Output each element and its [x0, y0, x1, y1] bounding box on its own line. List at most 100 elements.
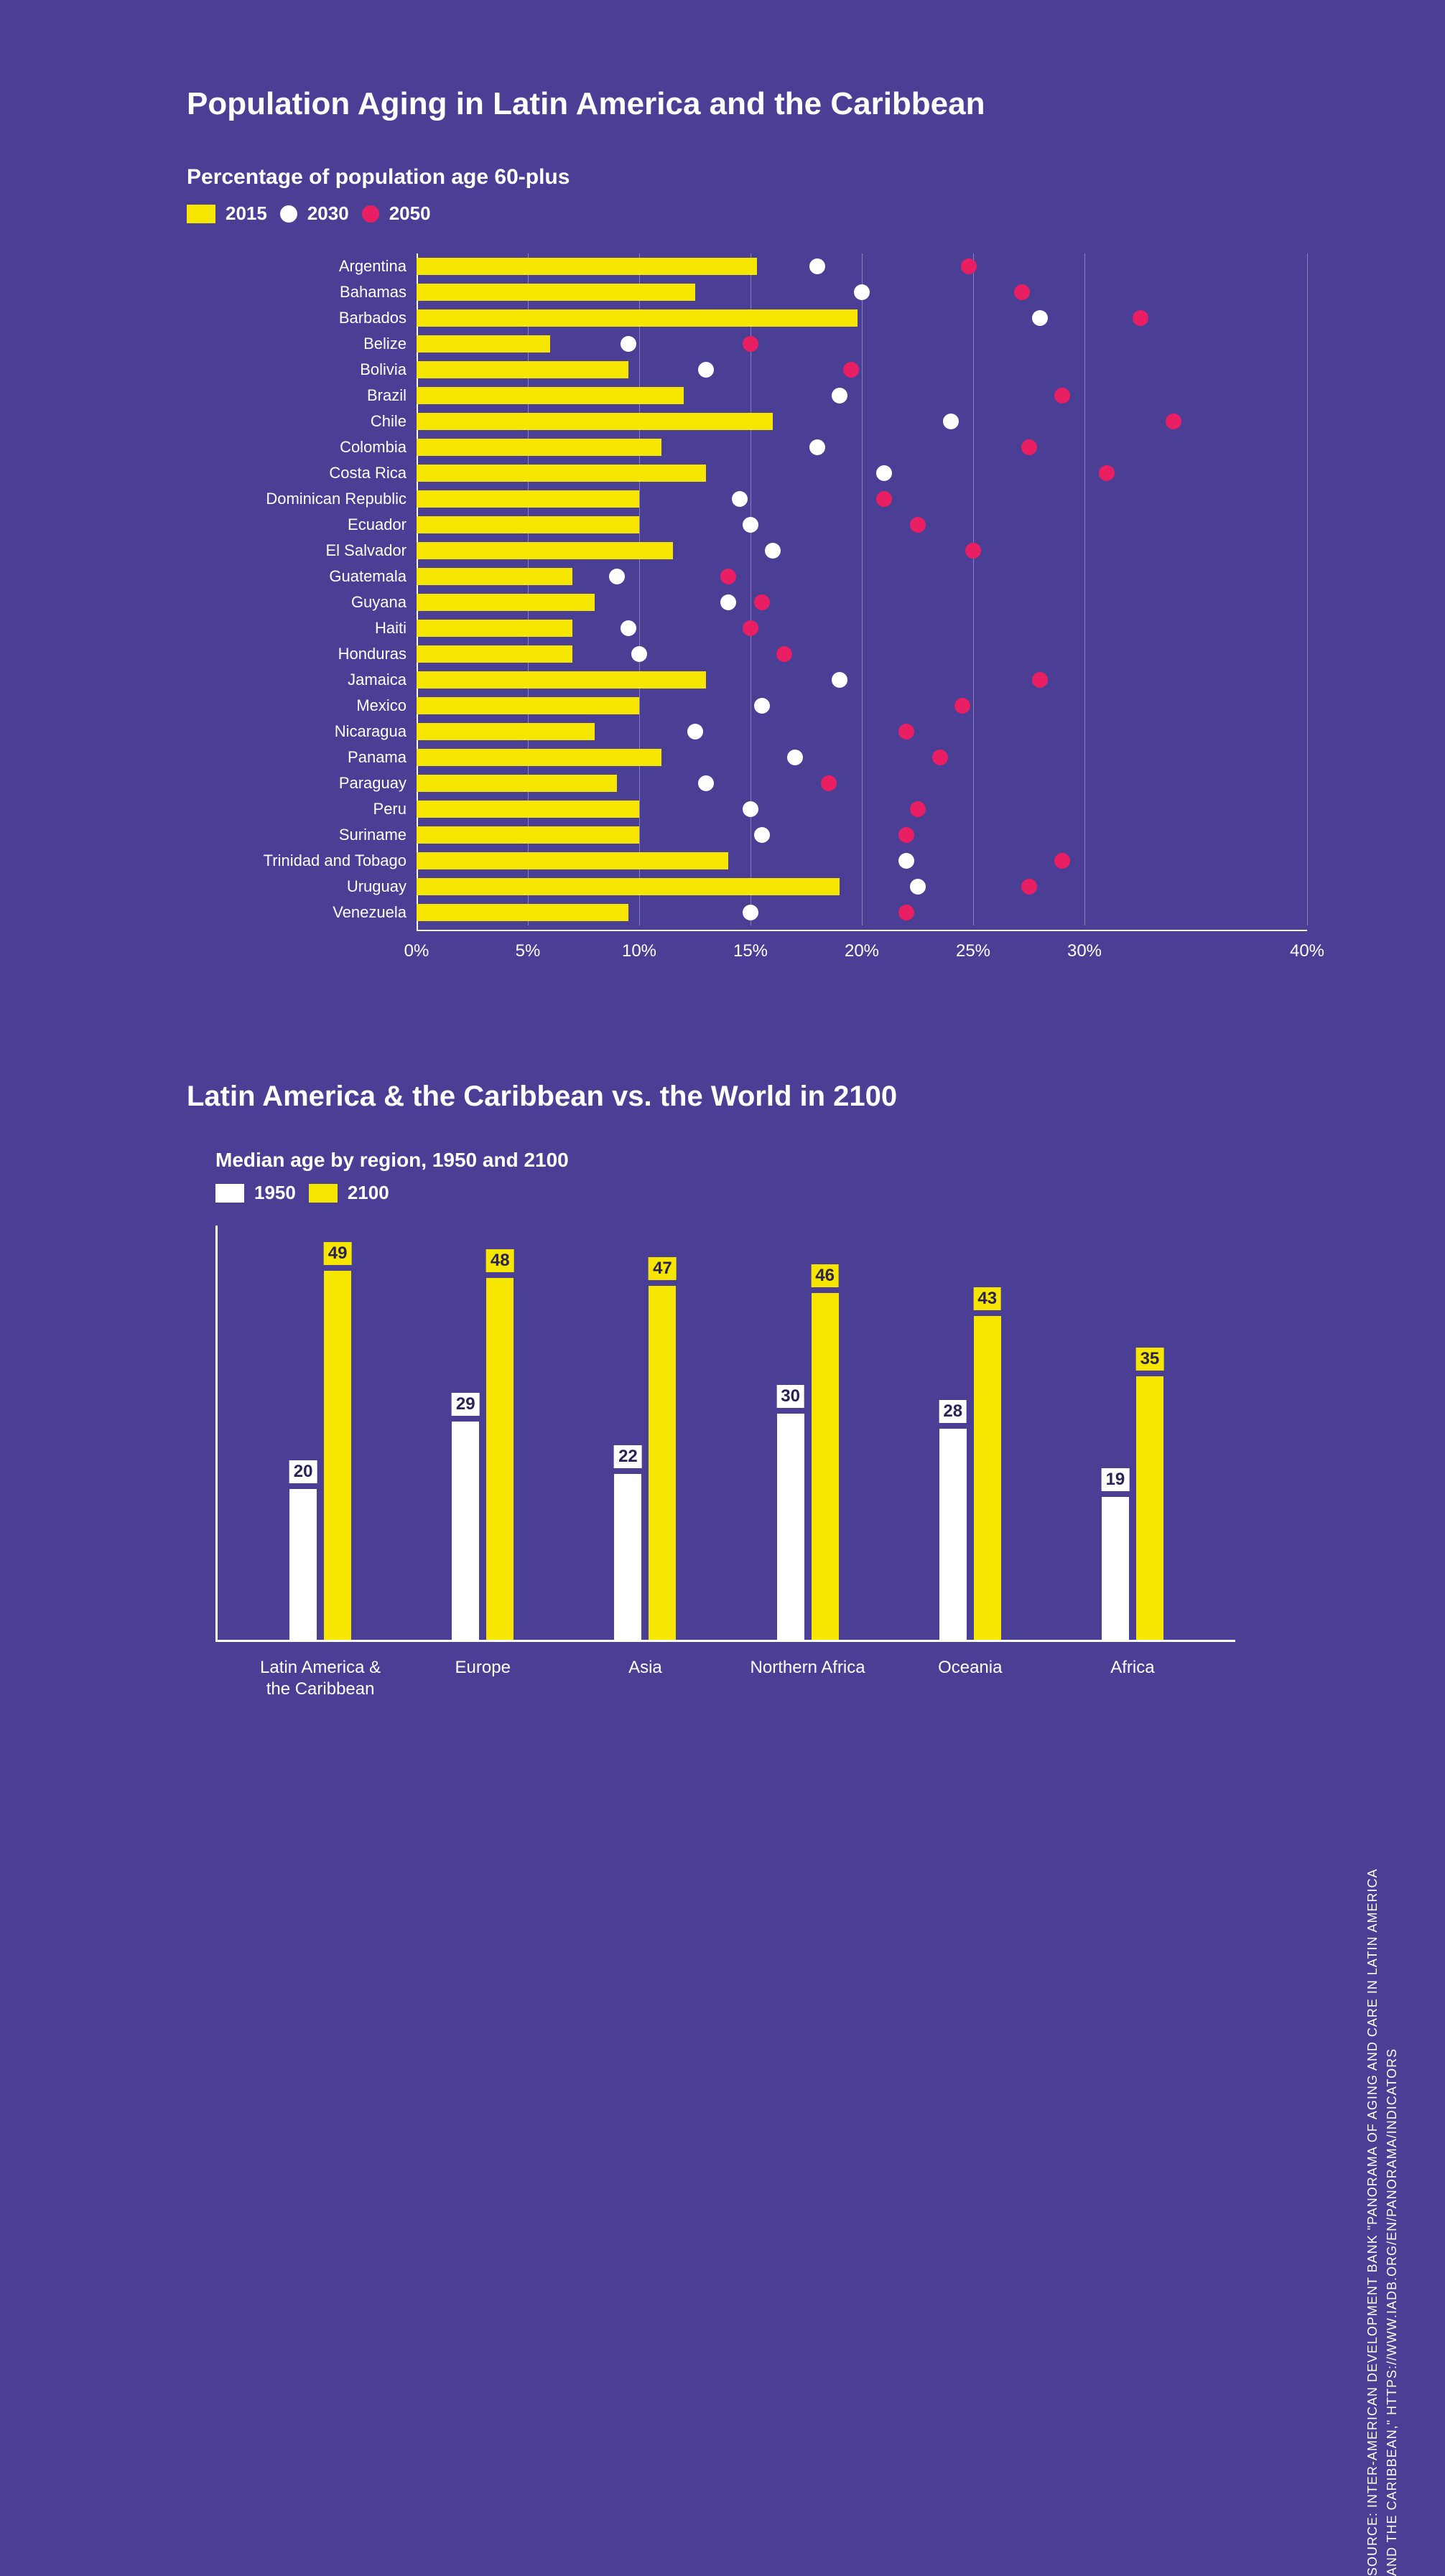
- chart2-legend: 19502100: [215, 1182, 1307, 1204]
- chart1-row: Honduras: [237, 641, 1307, 667]
- bar-2015: [417, 284, 695, 301]
- chart1-row: Bolivia: [237, 357, 1307, 383]
- chart2-group: 2843Oceania: [889, 1226, 1051, 1640]
- row-label: Nicaragua: [237, 722, 417, 741]
- row-plot: [417, 253, 1307, 279]
- bar-2015: [417, 826, 639, 844]
- row-label: Trinidad and Tobago: [237, 851, 417, 870]
- chart1-row: Barbados: [237, 305, 1307, 331]
- x-tick-label: 15%: [733, 941, 768, 961]
- dot-2030: [898, 853, 914, 869]
- row-label: Mexico: [237, 696, 417, 715]
- row-label: Paraguay: [237, 774, 417, 793]
- chart1-row: Bahamas: [237, 279, 1307, 305]
- bar-value-label: 22: [614, 1445, 642, 1468]
- row-plot: [417, 564, 1307, 589]
- legend-label: 2030: [307, 202, 349, 225]
- row-plot: [417, 331, 1307, 357]
- legend-item: 2030: [280, 202, 349, 225]
- row-plot: [417, 615, 1307, 641]
- dot-2030: [910, 879, 926, 895]
- row-plot: [417, 719, 1307, 745]
- row-label: Belize: [237, 335, 417, 353]
- row-label: Costa Rica: [237, 464, 417, 482]
- dot-2050: [1133, 310, 1148, 326]
- chart1-row: Colombia: [237, 434, 1307, 460]
- group-label: Northern Africa: [736, 1657, 880, 1679]
- bar-value-label: 19: [1102, 1468, 1130, 1491]
- legend-label: 2100: [348, 1182, 389, 1204]
- row-plot: [417, 641, 1307, 667]
- dot-2030: [732, 491, 748, 507]
- dot-2050: [898, 724, 914, 739]
- bar-2100: 49: [324, 1271, 351, 1640]
- dot-2050: [910, 517, 926, 533]
- bar-2100: 35: [1136, 1376, 1163, 1640]
- row-plot: [417, 874, 1307, 900]
- legend-item: 2100: [309, 1182, 389, 1204]
- row-label: Dominican Republic: [237, 490, 417, 508]
- chart1-row: Peru: [237, 796, 1307, 822]
- bar-value-label: 48: [486, 1249, 514, 1272]
- dot-2030: [743, 905, 758, 920]
- chart1-row: Guyana: [237, 589, 1307, 615]
- chart2-group: 2948Europe: [401, 1226, 564, 1640]
- row-label: Guatemala: [237, 567, 417, 586]
- dot-2030: [743, 517, 758, 533]
- row-plot: [417, 667, 1307, 693]
- chart1-row: Trinidad and Tobago: [237, 848, 1307, 874]
- chart1-row: Costa Rica: [237, 460, 1307, 486]
- dot-2030: [809, 439, 825, 455]
- bar-2015: [417, 413, 773, 430]
- row-plot: [417, 434, 1307, 460]
- legend-swatch: [187, 205, 215, 223]
- x-tick-label: 5%: [516, 941, 541, 961]
- group-label: Europe: [411, 1657, 554, 1679]
- bar-value-label: 47: [649, 1257, 677, 1280]
- dot-2050: [1032, 672, 1048, 688]
- bar-1950: 22: [614, 1474, 641, 1640]
- dot-2050: [954, 698, 970, 714]
- x-tick-label: 40%: [1290, 941, 1324, 961]
- chart1-row: Mexico: [237, 693, 1307, 719]
- dot-2050: [743, 620, 758, 636]
- row-plot: [417, 512, 1307, 538]
- bar-2015: [417, 335, 550, 353]
- row-plot: [417, 693, 1307, 719]
- bar-2100: 48: [486, 1278, 514, 1640]
- bar-2015: [417, 490, 639, 508]
- row-label: Honduras: [237, 645, 417, 663]
- x-tick-label: 30%: [1067, 941, 1102, 961]
- row-label: Barbados: [237, 309, 417, 327]
- chart1-row: Ecuador: [237, 512, 1307, 538]
- bar-2015: [417, 258, 757, 275]
- row-plot: [417, 409, 1307, 434]
- row-plot: [417, 486, 1307, 512]
- bar-value-label: 46: [811, 1264, 839, 1287]
- chart1-row: Panama: [237, 745, 1307, 770]
- bar-1950: 19: [1102, 1497, 1129, 1640]
- dot-2030: [943, 414, 959, 429]
- bar-value-label: 28: [939, 1400, 967, 1423]
- row-label: Colombia: [237, 438, 417, 457]
- bar-value-label: 49: [324, 1242, 352, 1265]
- chart2-group: 2049Latin America & the Caribbean: [239, 1226, 401, 1640]
- bar-2015: [417, 465, 706, 482]
- group-label: Asia: [573, 1657, 717, 1679]
- bar-value-label: 30: [776, 1385, 804, 1408]
- dot-2030: [854, 284, 870, 300]
- bar-2100: 43: [974, 1316, 1001, 1640]
- dot-2050: [1021, 439, 1037, 455]
- legend-dot: [362, 205, 379, 223]
- chart1-row: Dominican Republic: [237, 486, 1307, 512]
- legend-swatch: [309, 1184, 338, 1203]
- row-plot: [417, 900, 1307, 925]
- dot-2030: [787, 750, 803, 765]
- group-label: Latin America & the Caribbean: [248, 1657, 392, 1700]
- bar-2015: [417, 594, 595, 611]
- group-label: Oceania: [898, 1657, 1042, 1679]
- x-tick-label: 20%: [845, 941, 879, 961]
- chart1-xaxis: 0%5%10%15%20%25%30%40%: [417, 930, 1307, 973]
- chart1-section: Population Aging in Latin America and th…: [187, 86, 1307, 973]
- bar-value-label: 20: [289, 1460, 317, 1483]
